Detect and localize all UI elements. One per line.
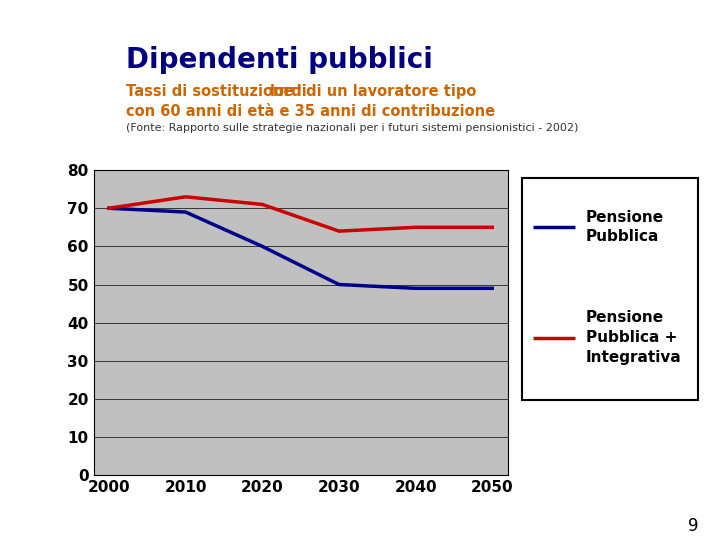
Text: di un lavoratore tipo: di un lavoratore tipo (301, 84, 477, 99)
Text: 9: 9 (688, 517, 698, 535)
Text: Tassi di sostituzione: Tassi di sostituzione (126, 84, 299, 99)
Text: Dipendenti pubblici: Dipendenti pubblici (126, 46, 433, 74)
Text: Pensione
Pubblica: Pensione Pubblica (585, 210, 664, 244)
Text: lordi: lordi (270, 84, 307, 99)
Text: con 60 anni di età e 35 anni di contribuzione: con 60 anni di età e 35 anni di contribu… (126, 104, 495, 119)
Text: (Fonte: Rapporto sulle strategie nazionali per i futuri sistemi pensionistici - : (Fonte: Rapporto sulle strategie naziona… (126, 123, 578, 133)
FancyBboxPatch shape (522, 178, 698, 400)
Text: Pensione
Pubblica +
Integrativa: Pensione Pubblica + Integrativa (585, 310, 681, 365)
